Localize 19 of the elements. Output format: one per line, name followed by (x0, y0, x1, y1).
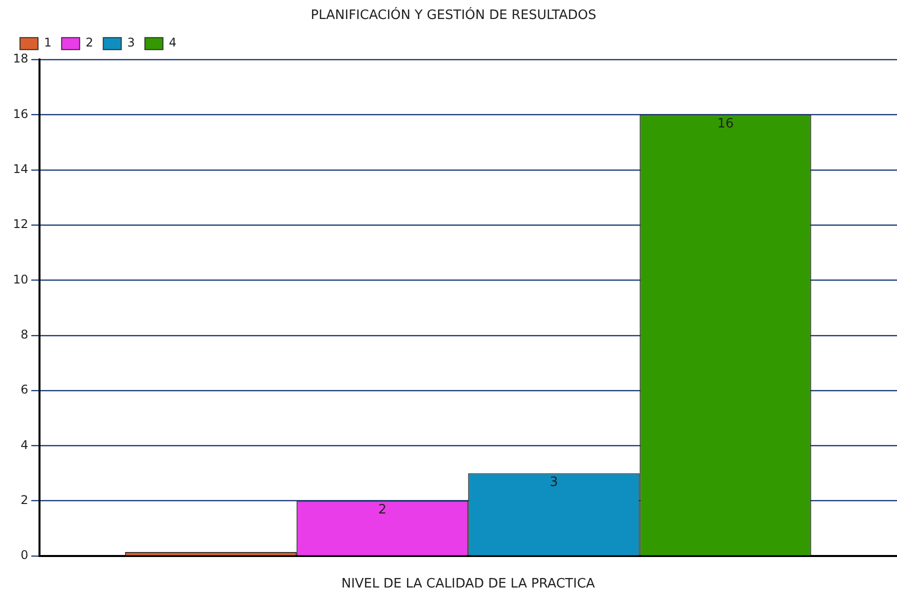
y-tick-label: 4 (20, 438, 28, 452)
y-tick-label: 6 (20, 382, 28, 397)
x-axis-title: NIVEL DE LA CALIDAD DE LA PRACTICA (341, 576, 596, 592)
y-tick-label: 16 (12, 106, 28, 121)
legend-label: 4 (168, 36, 177, 50)
y-tick-label: 12 (12, 217, 28, 232)
data-label: 3 (550, 475, 558, 490)
y-tick-label: 10 (12, 272, 28, 286)
legend-label: 3 (127, 36, 135, 50)
data-label: 16 (717, 116, 734, 132)
y-tick-label: 18 (12, 52, 28, 66)
chart-title: PLANIFICACIÓN Y GESTIÓN DE RESULTADOS (310, 6, 596, 24)
y-tick-label: 14 (12, 162, 28, 176)
legend-label: 1 (44, 36, 52, 50)
y-tick-label: 0 (20, 548, 28, 562)
y-tick-label: 2 (20, 492, 28, 507)
y-tick-label: 8 (20, 328, 28, 342)
legend-label: 2 (86, 36, 94, 50)
data-label: 2 (378, 502, 386, 518)
